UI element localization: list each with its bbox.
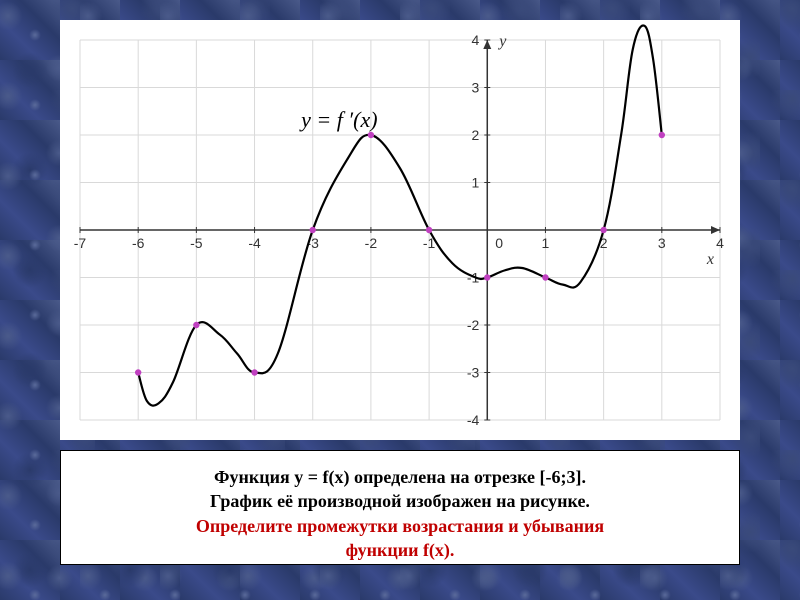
svg-text:-6: -6	[132, 235, 145, 251]
chart-panel: -7-6-5-4-3-2-101234-4-3-2-11234yx y = f …	[60, 20, 740, 440]
svg-text:4: 4	[716, 235, 724, 251]
caption-line-4: функции f(x).	[81, 538, 719, 562]
svg-text:-2: -2	[467, 317, 480, 333]
caption-line-3: Определите промежутки возрастания и убыв…	[81, 514, 719, 538]
svg-text:-4: -4	[467, 412, 480, 428]
caption-line-2: График её производной изображен на рисун…	[81, 489, 719, 513]
caption-line-1: Функция y = f(x) определена на отрезке […	[81, 465, 719, 489]
svg-text:-4: -4	[248, 235, 261, 251]
svg-text:y: y	[497, 33, 507, 50]
caption-panel: Функция y = f(x) определена на отрезке […	[60, 450, 740, 565]
svg-text:1: 1	[471, 175, 479, 191]
svg-text:3: 3	[471, 80, 479, 96]
svg-text:3: 3	[658, 235, 666, 251]
derivative-chart: -7-6-5-4-3-2-101234-4-3-2-11234yx	[60, 20, 740, 440]
svg-text:-3: -3	[467, 365, 480, 381]
svg-text:-2: -2	[365, 235, 378, 251]
svg-text:1: 1	[542, 235, 550, 251]
chart-formula: y = f ′(x)	[301, 107, 377, 133]
svg-text:x: x	[706, 251, 714, 268]
svg-text:2: 2	[471, 127, 479, 143]
svg-text:4: 4	[471, 32, 479, 48]
svg-text:0: 0	[495, 235, 503, 251]
svg-text:-5: -5	[190, 235, 203, 251]
svg-text:-7: -7	[74, 235, 87, 251]
